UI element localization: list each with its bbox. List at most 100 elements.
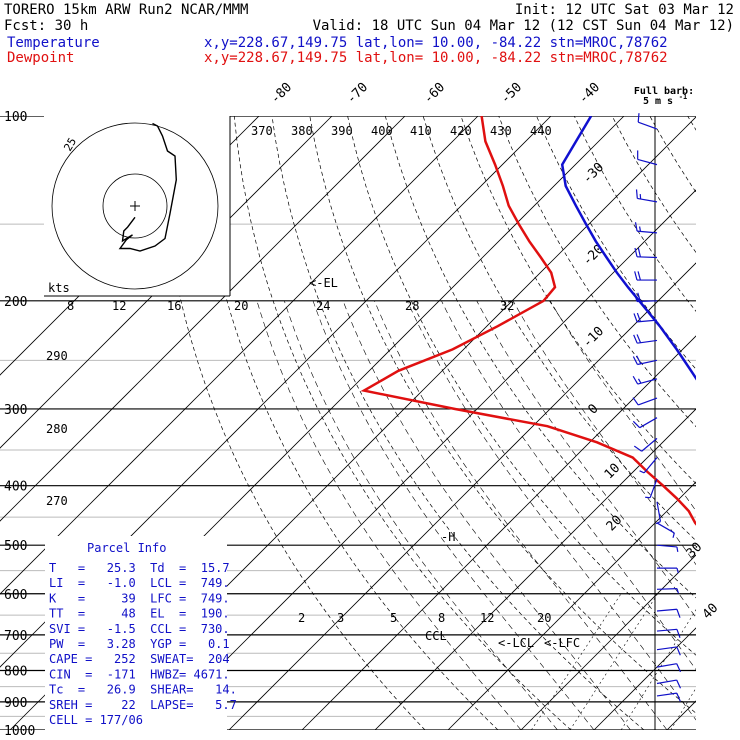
pressure-axis: 100 200 300 400 500 600 700 800 900 1000 [4,110,35,739]
wind-barb-shaft [656,646,677,651]
isotherm [593,627,696,730]
wind-barb-shaft [656,522,675,534]
wind-barb-shaft [639,417,658,429]
wind-barb-shaft [656,692,677,697]
theta-label: 390 [331,124,353,138]
pressure-label: 800 [4,664,27,679]
wind-barb-flag [634,247,638,257]
wind-barb-flag [634,222,638,232]
isotherm-label: 30 [684,540,706,562]
parcel-info-row: K = 39 LFC = 749. [49,591,230,605]
theta-labels: 370 380 390 400 410 420 430 440 290 280 270 [46,124,552,508]
valid-time: Valid: 18 UTC Sun 04 Mar 12 (12 CST Sun … [313,18,734,34]
hodograph-tick-label: 24 [316,299,330,313]
wind-barb-shaft [643,457,658,474]
hodograph-trace [118,122,178,252]
theta-label: 400 [371,124,393,138]
barb-legend-line1: Full barb: [634,86,694,97]
wind-barb-flag [639,470,645,474]
wind-barb-flag [633,292,638,302]
wind-barb-flag [636,334,642,343]
wind-barb-shaft [656,663,677,668]
hodograph-tick-label: 32 [500,299,514,313]
mixing-ratio-line [569,593,658,730]
hodograph-ring-label: 25 [61,136,79,154]
wind-barb-shaft [656,588,678,590]
hodograph-ring [51,122,219,290]
theta-label: 440 [530,124,552,138]
hodograph-tick-label: 16 [167,299,181,313]
mixing-ratio-label: 8 [438,611,445,625]
sounding-profiles [360,116,696,526]
temperature-profile [560,116,696,381]
wind-barb-flag [635,189,638,199]
model-title: TORERO 15km ARW Run2 NCAR/MMM [4,2,248,18]
isotherm-label: -30 [580,160,607,187]
wind-barb-flag [637,113,640,123]
wind-barb-flag [632,397,639,406]
wind-barbs [632,113,682,702]
theta-label: 270 [46,494,68,508]
isotherm [0,116,406,522]
parcel-info-row: T = 25.3 Td = 15.7 [49,561,230,575]
wind-barb-flag [632,375,639,385]
moist-adiabat [549,300,696,512]
isotherm-label: -40 [576,80,603,107]
parcel-info-row: CIN = -171 HWBZ= 4671. [49,667,230,681]
mixing-ratio-label: 12 [480,611,494,625]
wind-barb-flag [672,532,675,538]
temperature-location: x,y=228.67,149.75 lat,lon= 10.00, -84.22… [204,35,668,51]
moist-adiabat [256,300,522,730]
mixing-ratio-label: 5 [390,611,397,625]
parcel-info-row: Tc = 26.9 SHEAR= 14. [49,683,237,697]
parcel-info-row: CAPE = 252 SWEAT= 204 [49,652,230,666]
dry-adiabat [611,116,696,254]
wind-barb-flag [634,271,638,281]
isotherm-label: 20 [604,513,626,535]
wind-barb-flag [676,692,681,702]
theta-label: 370 [251,124,273,138]
mixing-ratio-line [620,609,696,730]
parcel-info-row: TT = 48 EL = 190. [49,607,230,621]
dry-adiabat [460,116,696,485]
wind-barb-shaft [638,121,658,130]
el-marker: <-EL [309,276,338,290]
wind-barb-flag [637,248,641,258]
dry-adiabat [725,116,740,730]
hodograph-tick-label: 12 [112,299,126,313]
parcel-info-row: CELL = 177/06 [49,713,143,727]
wind-barb-shaft [656,544,677,548]
wind-barb-flag [633,334,638,344]
pressure-label: 1000 [4,724,35,739]
isotherm-label: -60 [421,80,448,107]
dry-adiabat [687,116,696,131]
wind-barb-flag [676,588,680,594]
isotherm [155,189,696,730]
theta-label: 430 [490,124,512,138]
moist-adiabat [342,300,631,730]
mixing-ratio-line [670,687,696,730]
isotherm-label: -70 [344,80,371,107]
isotherm-label: 40 [700,601,722,623]
wind-barb-flag [637,292,641,302]
theta-label: 280 [46,422,68,436]
moist-adiabat [406,300,696,721]
mixing-ratio-labels: 2 3 5 8 12 20 [298,611,551,625]
ccl-marker: CCL [425,629,447,643]
wind-barb-shaft [637,158,658,166]
theta-label: 420 [450,124,472,138]
dry-adiabat [384,116,696,599]
theta-label: 380 [291,124,313,138]
wind-barb-flag [676,629,681,638]
wind-barb-shaft [638,397,658,406]
wind-barb-shaft [656,628,677,632]
wind-barb-flag [655,520,661,525]
wind-barb-flag [676,567,679,574]
mixing-ratio-label: 3 [337,611,344,625]
hodograph-ring [102,173,168,239]
isotherm-label: 10 [602,461,624,483]
mixing-ratio-line [715,594,740,730]
hodograph-tick-label: 20 [234,299,248,313]
isotherm [374,408,696,730]
